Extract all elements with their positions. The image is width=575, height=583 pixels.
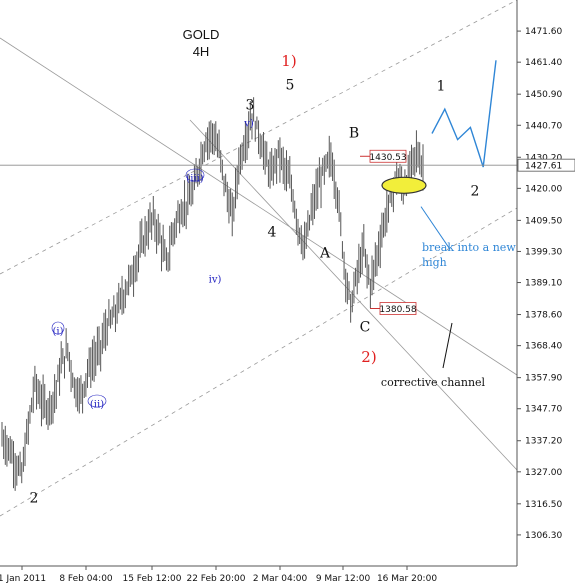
x-tick-label: 8 Feb 04:00 bbox=[59, 574, 113, 583]
x-tick-label: 1 Jan 2011 bbox=[0, 574, 46, 583]
y-tick-label: 1409.50 bbox=[525, 216, 562, 226]
y-tick-label: 1440.70 bbox=[525, 121, 562, 131]
price-box-label: 1380.58 bbox=[379, 305, 416, 315]
wave-label: (i) bbox=[52, 326, 63, 337]
break-note-pointer bbox=[420, 206, 451, 250]
price-box bbox=[369, 149, 407, 163]
wave-label: 5 bbox=[286, 78, 295, 94]
corrective-channel-upper bbox=[0, 37, 518, 376]
chart-subtitle: 4H bbox=[193, 44, 210, 59]
y-tick-label: 1378.60 bbox=[525, 311, 562, 321]
x-tick-label: 22 Feb 20:00 bbox=[186, 574, 245, 583]
y-tick-label: 1327.00 bbox=[525, 468, 562, 478]
wave-label: (iii) bbox=[186, 173, 203, 184]
price-box-label: 1430.53 bbox=[369, 153, 406, 163]
y-tick-label: 1461.40 bbox=[525, 58, 562, 68]
x-tick-label: 2 Mar 04:00 bbox=[253, 574, 308, 583]
channel-note: corrective channel bbox=[381, 376, 486, 389]
wave-label: (ii) bbox=[90, 399, 104, 410]
y-tick-label: 1357.90 bbox=[525, 374, 562, 384]
y-tick-label: 1389.10 bbox=[525, 279, 562, 289]
y-tick-label: 1450.90 bbox=[525, 90, 562, 100]
y-tick-label: 1316.50 bbox=[525, 500, 562, 510]
wave-label: 4 bbox=[268, 225, 277, 241]
wave-circle bbox=[87, 394, 107, 408]
wave-circle bbox=[185, 168, 205, 182]
y-tick-label: 1420.00 bbox=[525, 184, 562, 194]
chart-title: GOLD bbox=[183, 27, 220, 42]
break-note-line1: break into a new bbox=[422, 241, 516, 254]
wave-label: 2 bbox=[471, 184, 480, 200]
y-tick-label: 1399.30 bbox=[525, 247, 562, 257]
wave-label: B bbox=[349, 126, 359, 142]
y-tick-label: 1347.70 bbox=[525, 405, 562, 415]
wave-label: 1) bbox=[281, 52, 296, 70]
x-tick-label: 9 Mar 12:00 bbox=[316, 574, 371, 583]
channel-note-pointer bbox=[442, 322, 453, 369]
y-tick-label: 1306.30 bbox=[525, 531, 562, 541]
y-tick-label: 1337.20 bbox=[525, 437, 562, 447]
wave-label: 2 bbox=[30, 491, 39, 507]
wave-label: v) bbox=[243, 118, 254, 129]
wave-label: 2) bbox=[361, 348, 376, 366]
wave-label: iv) bbox=[209, 274, 222, 285]
breakout-highlight bbox=[381, 176, 427, 194]
wave-circle bbox=[51, 321, 65, 335]
y-tick-label: 1471.60 bbox=[525, 27, 562, 37]
y-tick-label: 1430.20 bbox=[525, 153, 562, 163]
x-tick-label: 16 Mar 20:00 bbox=[377, 574, 437, 583]
wave-label: 1 bbox=[437, 79, 446, 95]
wave-label: C bbox=[360, 320, 371, 336]
current-price-label: 1427.61 bbox=[525, 162, 562, 172]
wave-label: A bbox=[319, 246, 331, 262]
current-price-tag bbox=[517, 158, 575, 172]
break-note-line2: high bbox=[422, 256, 447, 269]
y-tick-label: 1368.40 bbox=[525, 342, 562, 352]
forecast-path bbox=[431, 60, 497, 168]
price-box bbox=[379, 302, 417, 315]
x-tick-label: 15 Feb 12:00 bbox=[122, 574, 181, 583]
wave-label: 3 bbox=[246, 98, 255, 114]
upper-channel-line bbox=[0, 0, 518, 275]
